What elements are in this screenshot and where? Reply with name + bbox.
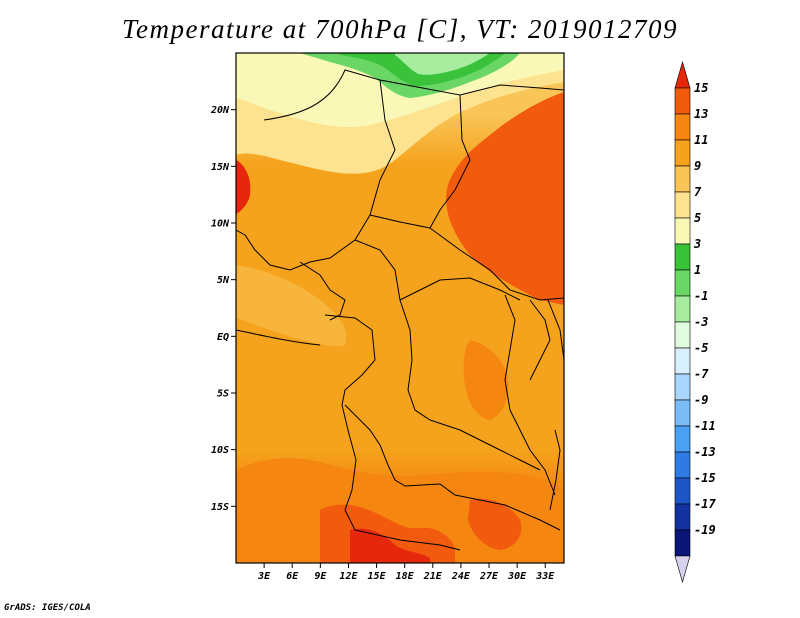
x-tick-label: 33E xyxy=(535,571,555,582)
x-tick-label: 27E xyxy=(479,571,499,582)
colorbar-swatch xyxy=(674,243,691,271)
colorbar-label: -7 xyxy=(694,367,709,381)
colorbar-label: -5 xyxy=(694,341,708,355)
y-tick-label: 10N xyxy=(211,219,230,230)
y-axis: 20N 15N 10N 5N EQ 5S 10S 15S xyxy=(210,105,236,513)
warm-region-east xyxy=(446,92,564,305)
y-tick-label: EQ xyxy=(217,332,229,343)
colorbar-swatch xyxy=(674,165,691,193)
colorbar-label: 15 xyxy=(694,81,708,95)
x-tick-label: 15E xyxy=(368,571,387,582)
y-tick-label: 15N xyxy=(211,162,230,173)
colorbar-label: 1 xyxy=(694,263,701,277)
colorbar-swatch xyxy=(674,191,691,219)
colorbar-label: -9 xyxy=(694,393,708,407)
x-tick-label: 12E xyxy=(339,571,358,582)
light-green-north xyxy=(395,53,490,75)
chart-title: Temperature at 700hPa [C], VT: 201901270… xyxy=(121,14,679,44)
colorbar-swatch xyxy=(674,295,691,323)
hottest-region-south xyxy=(350,528,430,563)
y-tick-label: 20N xyxy=(210,105,230,116)
credit-text: GrADS: IGES/COLA xyxy=(4,603,91,613)
x-tick-label: 30E xyxy=(507,571,527,582)
colorbar-swatch xyxy=(674,217,691,245)
warm-region-southeast xyxy=(468,498,522,550)
colorbar-label: -15 xyxy=(694,471,716,485)
colorbar-min-arrow xyxy=(674,555,691,584)
x-axis: 3E 6E 9E 12E 15E 18E 21E 24E 27E 30E 33E xyxy=(257,563,555,582)
x-tick-label: 3E xyxy=(257,571,271,582)
pale-band-equator xyxy=(236,265,347,347)
colorbar-swatch xyxy=(674,321,691,349)
temperature-field xyxy=(236,53,564,563)
colorbar-swatch xyxy=(674,529,691,557)
colorbar-swatch xyxy=(674,425,691,453)
y-tick-label: 5S xyxy=(217,389,229,400)
x-tick-label: 6E xyxy=(286,571,299,582)
map-frame xyxy=(235,52,565,564)
x-tick-label: 24E xyxy=(451,571,471,582)
colorbar-label: -11 xyxy=(694,419,716,433)
colorbar-swatch xyxy=(674,113,691,141)
colorbar: 15 13 11 9 7 5 3 1 -1 -3 -5 -7 -9 -11 -13 -15 -17 -19 xyxy=(674,60,716,584)
x-tick-label: 21E xyxy=(423,571,443,582)
colorbar-label: -1 xyxy=(694,289,708,303)
y-tick-label: 5N xyxy=(217,275,230,286)
colorbar-swatch xyxy=(674,347,691,375)
colorbar-label: -3 xyxy=(694,315,708,329)
colorbar-swatch xyxy=(674,373,691,401)
x-tick-label: 18E xyxy=(396,571,415,582)
colorbar-label: 5 xyxy=(694,211,701,225)
colorbar-swatch xyxy=(674,451,691,479)
colorbar-label: 13 xyxy=(694,107,708,121)
warm-region-central-east xyxy=(463,340,509,420)
colorbar-swatch xyxy=(674,503,691,531)
colorbar-label: 7 xyxy=(694,185,702,199)
x-tick-label: 9E xyxy=(314,571,327,582)
colorbar-label: 3 xyxy=(693,237,701,251)
country-borders xyxy=(236,69,564,551)
colorbar-swatch xyxy=(674,399,691,427)
y-tick-label: 10S xyxy=(211,445,229,456)
colorbar-label: 9 xyxy=(694,159,701,173)
colorbar-swatch xyxy=(674,269,691,297)
warm-spot-west xyxy=(236,160,251,214)
y-tick-label: 15S xyxy=(211,502,229,513)
colorbar-label: 11 xyxy=(694,133,708,147)
colorbar-swatch xyxy=(674,477,691,505)
colorbar-label: -17 xyxy=(694,497,716,511)
colorbar-label: -13 xyxy=(694,445,716,459)
colorbar-swatch xyxy=(674,139,691,167)
colorbar-swatch xyxy=(674,87,691,115)
colorbar-max-arrow xyxy=(674,60,691,89)
colorbar-label: -19 xyxy=(694,523,716,537)
